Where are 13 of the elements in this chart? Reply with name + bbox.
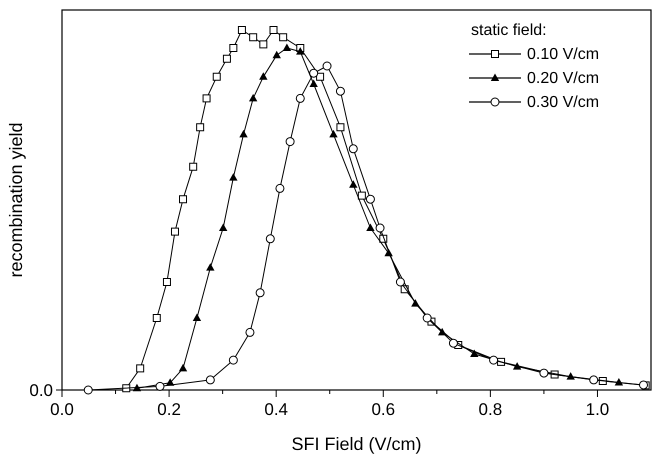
x-tick-label: 0.8 <box>478 400 502 419</box>
legend-title: static field: <box>471 22 547 39</box>
legend-label: 0.20 V/cm <box>527 70 600 87</box>
legend-label: 0.10 V/cm <box>527 46 600 63</box>
x-tick-label: 1.0 <box>586 400 610 419</box>
x-tick-label: 0.2 <box>157 400 181 419</box>
legend-label: 0.30 V/cm <box>527 94 600 111</box>
text: 0.0 <box>29 381 53 400</box>
x-tick-label: 0.0 <box>50 400 74 419</box>
x-tick-label: 0.6 <box>371 400 396 419</box>
x-tick-label: 0.4 <box>264 400 288 419</box>
y-axis-title: recombination yield <box>6 122 26 278</box>
x-axis-title: SFI Field (V/cm) <box>291 434 422 454</box>
